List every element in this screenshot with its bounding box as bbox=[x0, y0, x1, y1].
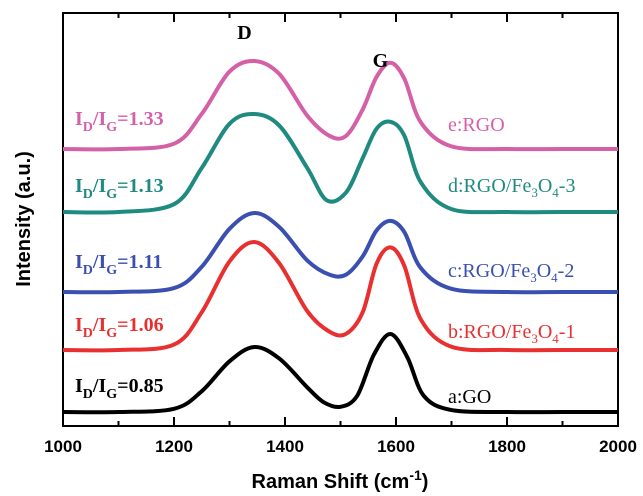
series-label: a:GO bbox=[448, 386, 491, 408]
x-axis-title: Raman Shift (cm-1) bbox=[252, 467, 429, 493]
series-label: e:RGO bbox=[448, 114, 505, 136]
y-axis-title: Intensity (a.u.) bbox=[13, 151, 35, 287]
series-label: b:RGO/Fe3O4-1 bbox=[448, 321, 575, 346]
labels-group: a:GO ID/IG=0.85 b:RGO/Fe3O4-1 ID/IG=1.06 c:R… bbox=[75, 22, 575, 408]
ratio-label: ID/IG=1.33 bbox=[75, 108, 164, 135]
x-axis-title-main: Raman Shift (cm bbox=[252, 471, 410, 493]
x-tick-label: 1600 bbox=[377, 437, 415, 456]
ratio-label: ID/IG=0.85 bbox=[75, 375, 164, 402]
series-line bbox=[62, 211, 618, 295]
series-line bbox=[62, 332, 618, 415]
tick-group: 1000 1200 1400 1600 1800 2000 bbox=[44, 13, 637, 456]
ratio-label: ID/IG=1.06 bbox=[75, 314, 164, 341]
plot-frame bbox=[62, 12, 619, 427]
peak-label: G bbox=[373, 50, 389, 72]
x-tick-label: 1800 bbox=[488, 437, 526, 456]
series-line bbox=[62, 240, 618, 353]
x-tick-label: 1000 bbox=[44, 437, 82, 456]
series-line bbox=[62, 111, 618, 215]
x-tick-label: 1400 bbox=[266, 437, 304, 456]
series-line bbox=[62, 58, 618, 152]
x-axis-title-end: ) bbox=[422, 471, 429, 493]
ratio-label: ID/IG=1.11 bbox=[75, 251, 162, 278]
x-axis-title-sup: -1 bbox=[409, 467, 422, 483]
series-label: c:RGO/Fe3O4-2 bbox=[448, 260, 574, 285]
series-label: d:RGO/Fe3O4-3 bbox=[448, 175, 575, 200]
peak-label: D bbox=[237, 22, 251, 44]
series-group bbox=[62, 58, 618, 415]
x-tick-label: 1200 bbox=[155, 437, 193, 456]
ratio-label: ID/IG=1.13 bbox=[75, 175, 164, 202]
x-tick-label: 2000 bbox=[599, 437, 637, 456]
